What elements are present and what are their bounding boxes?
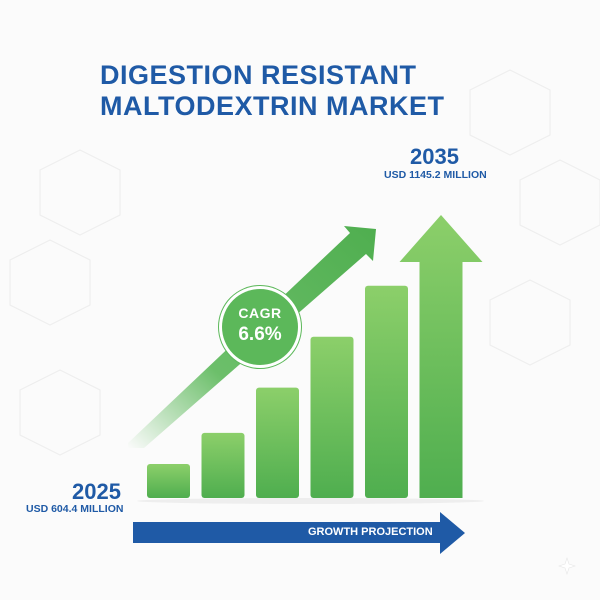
growth-projection-arrow — [133, 512, 465, 554]
hexagon-shape — [39, 149, 121, 236]
chart-title-line-2: MALTODEXTRIN MARKET — [100, 91, 445, 121]
cagr-value: 6.6% — [238, 324, 282, 345]
hexagon-shape — [489, 279, 571, 366]
hexagon-shape — [519, 159, 600, 246]
bar-arrow-final — [399, 215, 483, 498]
sparkle-icon — [558, 557, 576, 575]
hexagon-shape — [19, 369, 101, 456]
baseline-shadow — [137, 498, 484, 504]
end-year-label: 2035 — [410, 144, 459, 169]
hexagon-shape — [9, 239, 91, 326]
bar-2 — [201, 432, 245, 498]
end-amount-label: USD 1145.2 MILLION — [384, 169, 487, 181]
cagr-badge: CAGR 6.6% — [222, 289, 298, 365]
hexagon-shape — [469, 69, 551, 156]
cagr-label: CAGR — [238, 305, 282, 321]
chart-title-line-1: DIGESTION RESISTANT — [100, 60, 417, 90]
growth-projection-label: GROWTH PROJECTION — [308, 526, 433, 538]
bar-1 — [147, 464, 190, 498]
start-year-label: 2025 — [72, 479, 121, 504]
bar-5 — [365, 285, 408, 498]
bar-4 — [310, 336, 354, 498]
start-amount-label: USD 604.4 MILLION — [26, 503, 124, 515]
bar-3 — [256, 387, 299, 498]
